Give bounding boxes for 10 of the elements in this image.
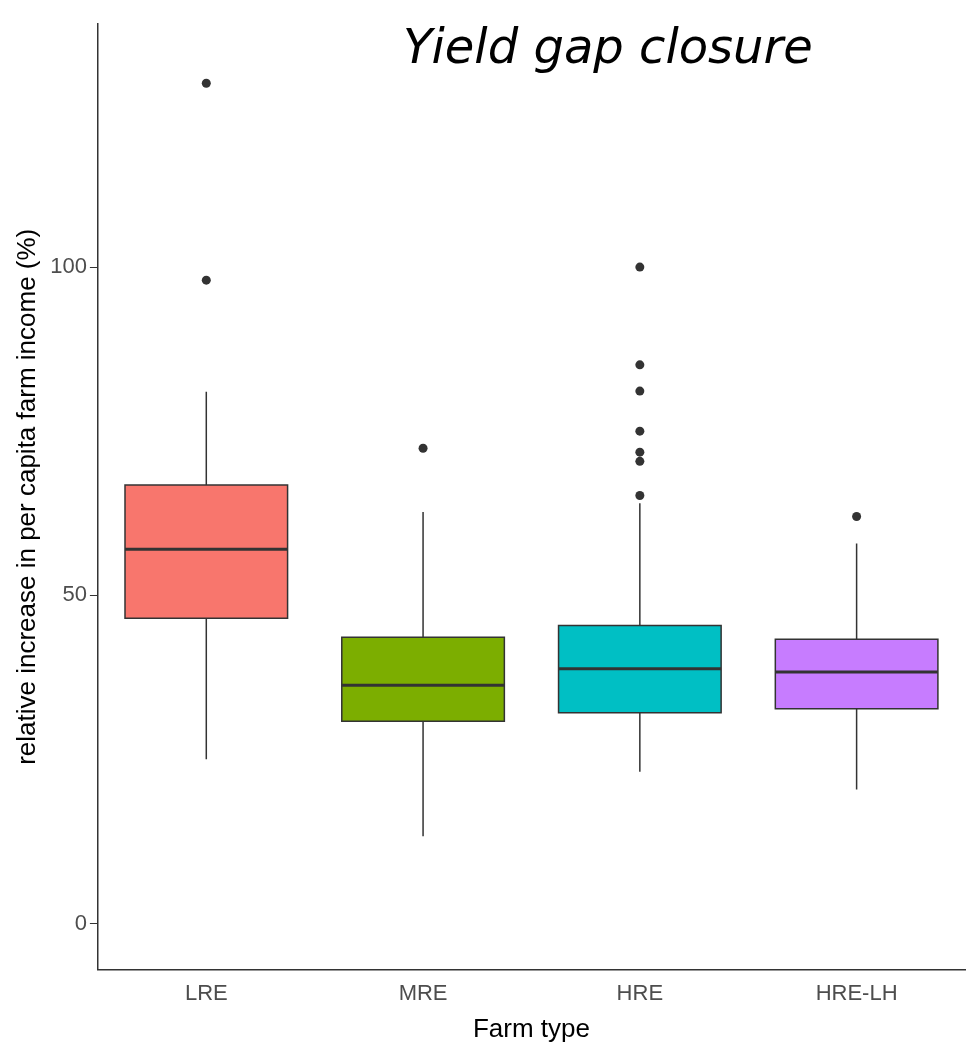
chart-title: Yield gap closure — [403, 18, 813, 74]
y-tick-label: 50 — [62, 581, 87, 607]
y-tick-label: 100 — [50, 253, 87, 279]
x-axis-title: Farm type — [472, 1012, 590, 1043]
y-axis-title: relative increase in per capita farm income (%) — [10, 228, 41, 765]
x-tick-label: LRE — [184, 979, 228, 1005]
y-tick-label: 0 — [74, 909, 87, 935]
x-tick-label: HRE — [616, 979, 664, 1005]
x-tick-label: HRE-LH — [815, 979, 898, 1005]
x-tick-label: MRE — [398, 979, 448, 1005]
